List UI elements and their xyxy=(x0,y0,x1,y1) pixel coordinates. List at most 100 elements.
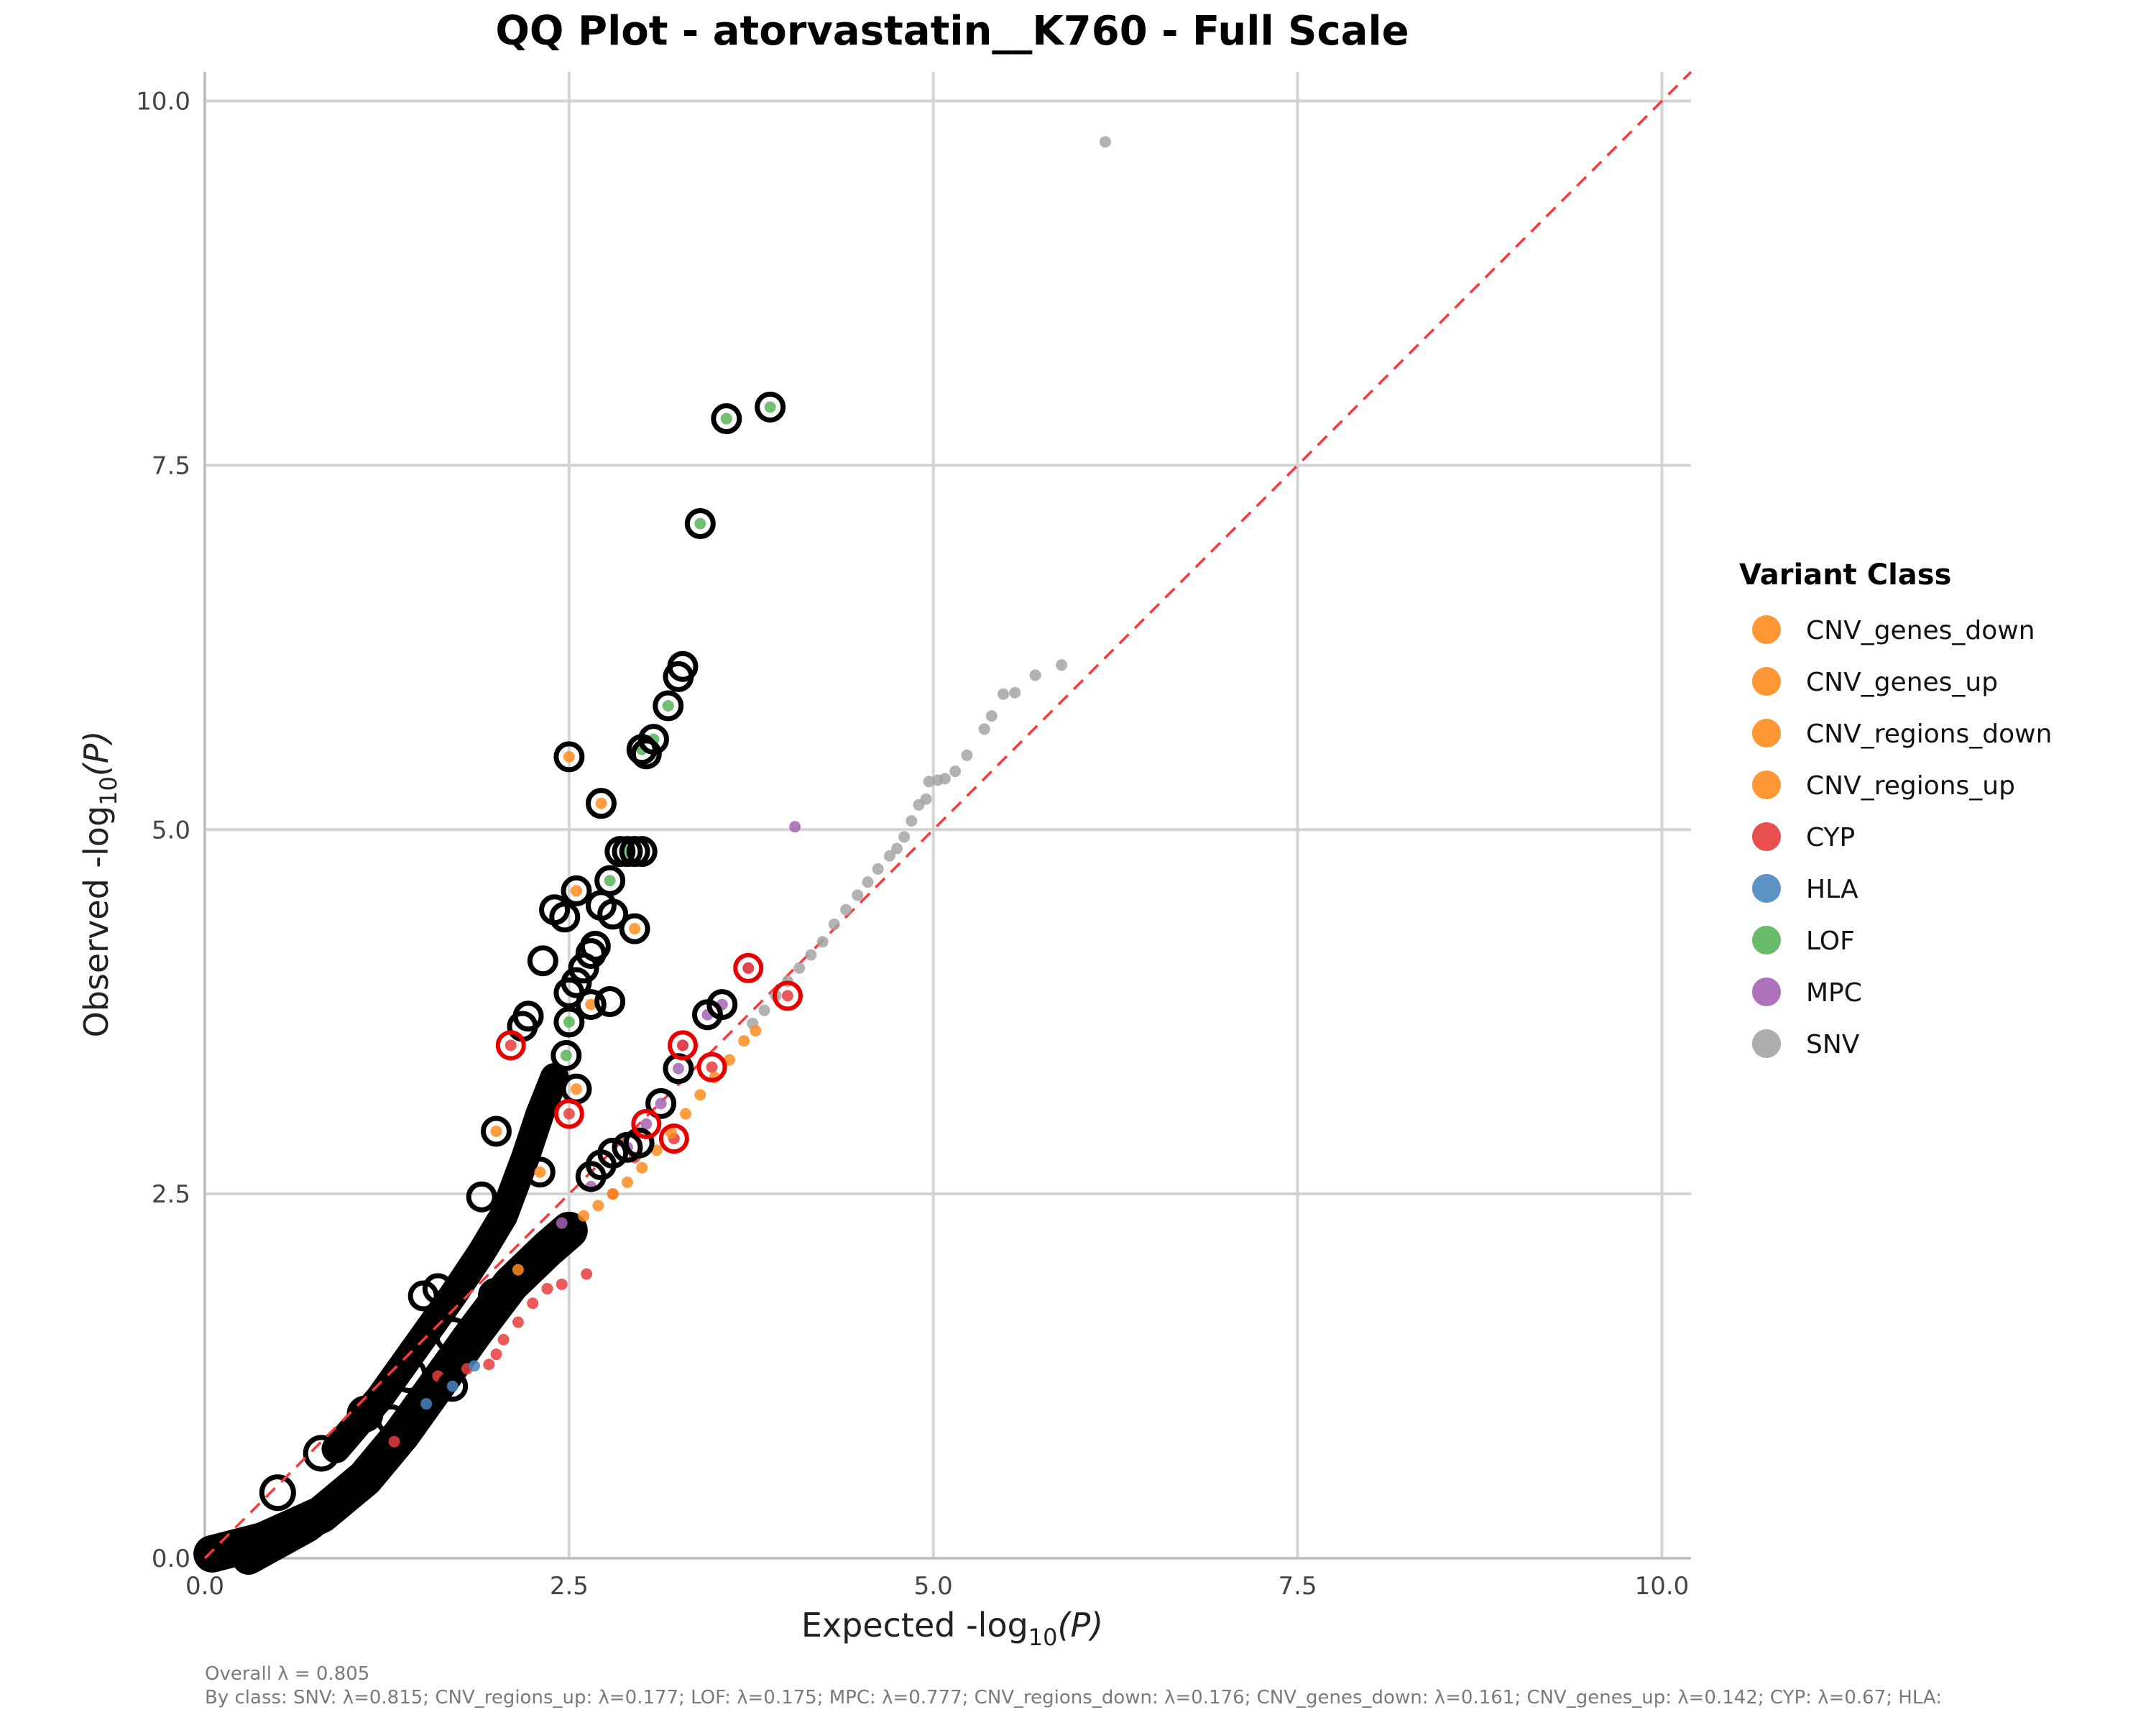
dense-circle xyxy=(390,1356,428,1394)
legend-swatch xyxy=(1752,926,1781,954)
legend: Variant Class CNV_genes_down CNV_genes_up… xyxy=(1739,558,2052,1059)
y-tick-label: 2.5 xyxy=(152,1180,190,1209)
footnote-overall: Overall λ = 0.805 xyxy=(205,1663,369,1685)
point-cyp xyxy=(781,990,793,1002)
point-cnv xyxy=(680,1108,692,1120)
legend-label: HLA xyxy=(1806,875,1858,904)
point-cnv xyxy=(665,1126,677,1138)
legend-label: LOF xyxy=(1806,926,1855,956)
legend-label: CNV_genes_up xyxy=(1806,668,1998,697)
point-cyp xyxy=(581,1268,593,1280)
highlight-ring xyxy=(561,875,592,906)
point-snv xyxy=(852,889,864,901)
dense-points-band xyxy=(231,1476,367,1575)
point-cyp xyxy=(512,1316,524,1328)
point-snv xyxy=(898,831,911,843)
dense-circle xyxy=(477,1277,515,1315)
legend-items: CNV_genes_down CNV_genes_up CNV_regions_do… xyxy=(1752,615,2052,1059)
highlight-ring xyxy=(653,690,684,722)
point-mpc xyxy=(789,821,801,833)
highlight-ring xyxy=(706,989,738,1021)
highlight-ring xyxy=(553,741,585,773)
point-mpc xyxy=(672,1062,684,1075)
highlight-ring xyxy=(524,1156,556,1188)
highlight-ring-red xyxy=(495,1030,526,1061)
dense-circle xyxy=(434,1317,471,1354)
dense-circle xyxy=(521,1238,558,1275)
point-mpc xyxy=(556,1217,568,1229)
point-hla xyxy=(446,1380,459,1392)
x-tick-label: 5.0 xyxy=(914,1572,953,1601)
highlight-ring xyxy=(466,1181,497,1213)
point-snv xyxy=(931,774,944,786)
highlight-ring xyxy=(645,1087,677,1119)
highlight-ring xyxy=(575,989,607,1021)
point-snv xyxy=(883,850,895,862)
point-cnv xyxy=(629,923,641,935)
point-cyp xyxy=(505,1039,517,1052)
reference-line xyxy=(203,70,1692,1560)
highlight-ring xyxy=(630,738,662,770)
point-snv xyxy=(872,863,884,875)
highlight-ring xyxy=(619,913,650,944)
chart-title: QQ Plot - atorvastatin__K760 - Full Scal… xyxy=(495,8,1409,55)
point-snv xyxy=(998,688,1010,700)
point-cnv xyxy=(595,797,607,809)
highlight-ring xyxy=(626,734,658,765)
x-tick-label: 10.0 xyxy=(1635,1572,1690,1601)
point-cyp xyxy=(706,1061,718,1073)
highlight-ring xyxy=(623,1127,655,1159)
point-cyp xyxy=(742,962,755,974)
point-cnv xyxy=(578,1210,590,1222)
point-lof xyxy=(662,699,674,712)
point-snv xyxy=(1099,136,1111,148)
point-cnv xyxy=(571,1083,582,1095)
footnote-by-class: By class: SNV: λ=0.815; CNV_regions_up: … xyxy=(205,1687,1942,1708)
point-lof xyxy=(720,413,732,425)
highlight-ring xyxy=(597,1137,629,1169)
highlight-ring-red xyxy=(772,980,803,1011)
highlight-ring xyxy=(585,788,617,819)
y-tick-label: 5.0 xyxy=(152,816,190,845)
point-hla xyxy=(469,1360,481,1372)
point-lof xyxy=(604,875,616,887)
point-cnv xyxy=(607,1188,619,1200)
point-cnv xyxy=(585,998,597,1011)
highlight-ring-red xyxy=(553,1098,584,1129)
y-tick-label: 10.0 xyxy=(136,88,190,116)
legend-swatch xyxy=(1752,615,1781,644)
highlight-ring-red xyxy=(696,1052,727,1082)
y-tick-label: 7.5 xyxy=(152,451,190,480)
legend-label: SNV xyxy=(1806,1030,1860,1059)
legend-label: CNV_regions_down xyxy=(1806,719,2052,749)
axis-lines xyxy=(203,72,1691,1560)
point-snv xyxy=(906,815,918,827)
highlight-ring xyxy=(663,661,694,692)
point-snv xyxy=(961,749,973,761)
point-lof xyxy=(560,1049,572,1062)
point-lof xyxy=(563,1016,575,1028)
legend-label: CYP xyxy=(1806,823,1855,852)
point-mpc xyxy=(640,1118,653,1130)
point-lof xyxy=(764,401,776,413)
highlight-ring xyxy=(594,986,626,1018)
point-cnv xyxy=(636,1162,648,1174)
point-snv xyxy=(891,842,903,855)
legend-label: CNV_regions_up xyxy=(1806,771,2015,801)
point-cnv xyxy=(750,1025,762,1037)
highlight-ring xyxy=(437,1371,469,1402)
x-tick-label: 2.5 xyxy=(550,1572,589,1601)
point-cnv xyxy=(738,1035,750,1047)
highlight-ring xyxy=(410,1388,442,1420)
y-tick-labels: 0.0 2.5 5.0 7.5 10.0 xyxy=(136,88,190,1573)
data-points xyxy=(376,136,1111,1448)
point-snv xyxy=(862,876,874,888)
highlight-ring xyxy=(684,508,716,540)
point-snv xyxy=(1029,669,1041,681)
highlight-ring xyxy=(597,898,629,930)
point-hla xyxy=(420,1398,433,1410)
point-cyp xyxy=(483,1358,495,1371)
point-snv xyxy=(923,776,935,788)
point-mpc xyxy=(655,1098,667,1110)
